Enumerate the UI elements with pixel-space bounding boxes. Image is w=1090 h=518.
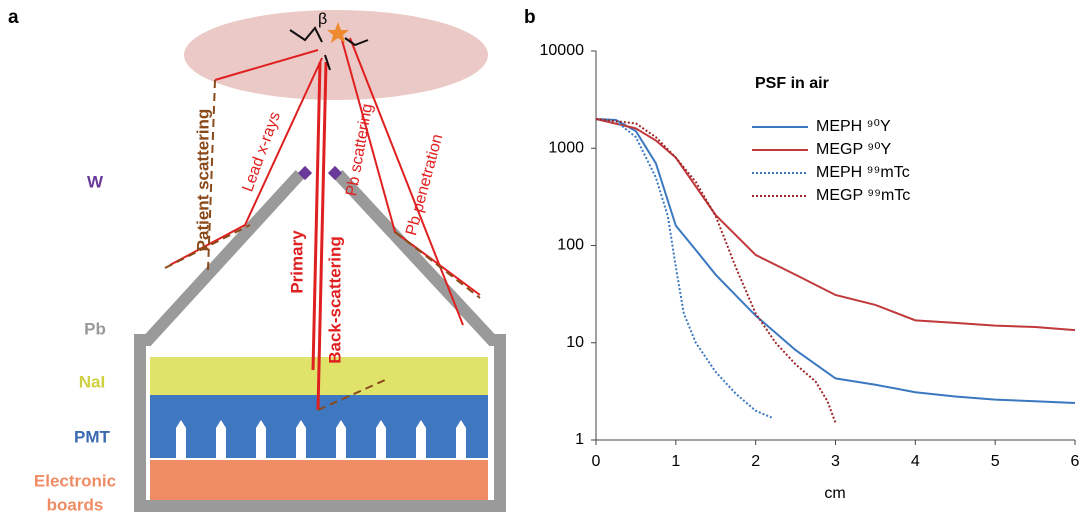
w-label: W <box>87 172 104 191</box>
panel-label: a <box>8 7 19 28</box>
x-tick-label: 0 <box>592 453 601 470</box>
path-label: Lead x-rays <box>239 110 284 194</box>
path-label: Patient scattering <box>193 109 212 252</box>
electronics-label: boards <box>47 495 104 514</box>
pb-label: Pb <box>84 319 106 338</box>
nai-label: NaI <box>79 372 105 391</box>
x-tick-label: 1 <box>671 453 680 470</box>
x-tick-label: 2 <box>751 453 760 470</box>
x-tick-label: 4 <box>911 453 920 470</box>
y-tick-label: 1 <box>575 431 584 448</box>
legend-label: MEGP ⁹⁰Y <box>816 141 892 158</box>
figure: a β W Pb NaI PMT El <box>0 0 1090 518</box>
legend-label: MEGP ⁹⁹mTc <box>816 187 910 204</box>
y-tick-label: 1000 <box>548 139 584 156</box>
y-tick-label: 100 <box>557 237 584 254</box>
series-line <box>596 119 836 423</box>
path-label: Pb scattering <box>343 102 376 197</box>
electronics <box>150 460 488 500</box>
chart-title: PSF in air <box>755 75 829 92</box>
electronics-label: Electronic <box>34 471 116 490</box>
path-label: Pb penetration <box>403 132 446 237</box>
beta-label: β <box>318 11 327 28</box>
x-tick-label: 5 <box>991 453 1000 470</box>
legend-label: MEPH ⁹⁹mTc <box>816 164 910 181</box>
path-label: Back-scattering <box>325 236 344 364</box>
patient <box>184 10 488 100</box>
panel-label: b <box>524 7 536 28</box>
y-tick-label: 10 <box>566 334 584 351</box>
series-line <box>596 119 1075 403</box>
panel-a: a β W Pb NaI PMT El <box>8 7 500 514</box>
pmt-label: PMT <box>74 427 111 446</box>
x-tick-label: 3 <box>831 453 840 470</box>
series-line <box>596 119 772 418</box>
y-tick-label: 10000 <box>540 42 585 59</box>
x-tick-label: 6 <box>1071 453 1080 470</box>
path-label: Primary <box>287 230 306 294</box>
legend-label: MEPH ⁹⁰Y <box>816 118 891 135</box>
x-axis-label: cm <box>824 485 845 502</box>
